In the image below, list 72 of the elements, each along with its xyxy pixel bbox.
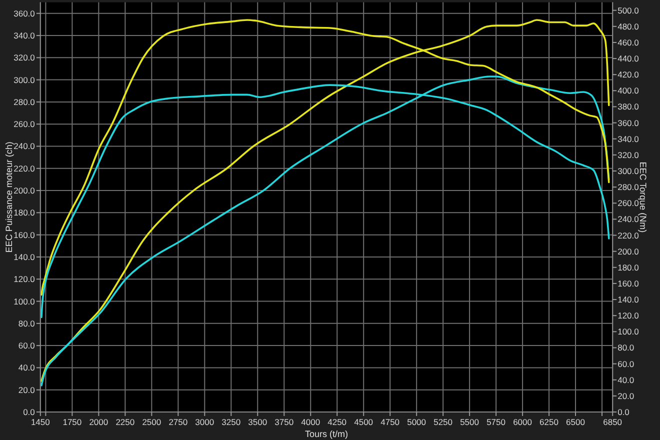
y2-tick-label: 140.0 [618,294,640,305]
y2-tick-label: 460.0 [618,37,640,48]
y2-tick-label: 180.0 [618,262,640,272]
y2-tick-label: 220.0 [618,230,640,240]
y-tick-label: 320.0 [14,52,36,63]
x-tick-label: 6250 [540,417,559,427]
y2-tick-label: 260.0 [618,198,640,208]
y2-tick-label: 440.0 [618,54,640,64]
x-tick-label: 6500 [566,417,586,427]
y-tick-label: 160.0 [14,230,36,240]
x-tick-label: 5500 [460,417,480,427]
x-tick-label: 5000 [407,417,426,427]
y-tick-label: 260.0 [14,119,36,130]
y-tick-label: 300.0 [14,74,36,85]
x-tick-label: 2250 [116,417,135,427]
y2-tick-label: 400.0 [618,86,640,96]
y-tick-label: 360.0 [14,8,36,18]
y2-tick-label: 120.0 [618,310,640,321]
x-tick-label: 2500 [142,417,162,427]
x-tick-label: 3250 [222,417,241,427]
y-tick-label: 220.0 [14,163,36,174]
y-tick-label: 100.0 [14,296,36,306]
y2-tick-label: 300.0 [618,166,640,176]
x-tick-label: 3750 [274,417,294,427]
y-axis-title: EEC Puissance moteur (ch) [4,142,14,253]
y2-tick-label: 60.0 [618,358,634,369]
y-tick-label: 40.0 [18,362,36,373]
x-tick-label: 4500 [354,417,374,427]
y-tick-label: 180.0 [14,208,36,218]
y-tick-label: 0.0 [23,407,36,417]
y2-tick-label: 420.0 [618,70,640,80]
x-tick-label: 1750 [62,417,82,427]
y-tick-label: 60.0 [18,340,36,351]
x-axis-title: Tours (t/m) [304,429,348,439]
y2-tick-label: 0.0 [618,407,630,417]
y2-tick-label: 360.0 [618,118,640,128]
line-series [40,76,610,386]
y2-tick-label: 80.0 [618,342,634,353]
y2-tick-label: 380.0 [618,102,640,112]
y2-tick-label: 500.0 [618,5,640,16]
x-tick-label: 1450 [30,417,50,427]
y2-tick-label: 160.0 [618,278,640,288]
y-tick-label: 120.0 [14,274,36,284]
y2-tick-label: 40.0 [618,374,634,385]
line-series [40,19,610,382]
y2-tick-label: 20.0 [618,390,634,401]
y2-tick-label: 200.0 [618,246,640,256]
x-tick-label: 4750 [380,417,400,427]
y-tick-label: 80.0 [18,318,36,328]
y-tick-label: 200.0 [14,186,36,196]
x-tick-label: 5250 [434,417,453,427]
y-tick-label: 140.0 [14,252,36,262]
x-tick-label: 2750 [168,417,188,427]
y2-axis-title: EEC Torque (Nm) [638,162,648,233]
x-tick-label: 4000 [301,417,320,427]
y-tick-label: 20.0 [18,384,36,395]
y2-tick-label: 480.0 [618,21,640,32]
y2-tick-label: 340.0 [618,134,640,144]
y2-tick-label: 100.0 [618,326,640,337]
x-tick-label: 5750 [486,417,506,427]
y-tick-label: 240.0 [14,141,36,152]
y-tick-label: 280.0 [14,96,36,107]
y2-tick-label: 320.0 [618,150,640,160]
x-tick-label: 6850 [603,417,622,427]
x-tick-label: 6000 [513,417,532,427]
x-tick-label: 4250 [328,417,347,427]
y2-tick-label: 240.0 [618,214,640,224]
x-tick-label: 3000 [195,417,214,427]
x-tick-label: 3500 [248,417,268,427]
y2-tick-label: 280.0 [618,182,640,192]
y-tick-label: 340.0 [14,30,36,41]
x-tick-label: 2000 [89,417,108,427]
